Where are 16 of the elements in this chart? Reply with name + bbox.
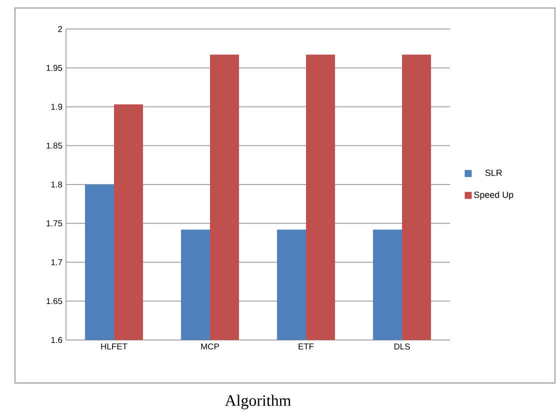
y-tick-label: 1.7: [51, 259, 62, 266]
y-tick-label: 1.65: [46, 298, 62, 304]
y-tick-label: 1.95: [46, 64, 62, 71]
x-axis-title: Algorithm: [224, 394, 291, 410]
y-tick-label: 1.9: [51, 104, 62, 110]
x-tick-label: ETF: [298, 344, 314, 350]
y-tick-label: 1.75: [46, 220, 62, 226]
y-tick-label: 1.8: [51, 182, 62, 188]
x-tick-label: HLFET: [101, 344, 128, 350]
y-tick-label: 1.85: [46, 142, 62, 149]
legend-label: SLR: [485, 170, 502, 176]
y-tick-label: 1.6: [51, 337, 62, 343]
legend-label: Speed Up: [474, 191, 514, 200]
y-tick-label: 2: [58, 26, 62, 32]
x-tick-label: DLS: [394, 344, 410, 350]
x-tick-label: MCP: [201, 344, 219, 350]
